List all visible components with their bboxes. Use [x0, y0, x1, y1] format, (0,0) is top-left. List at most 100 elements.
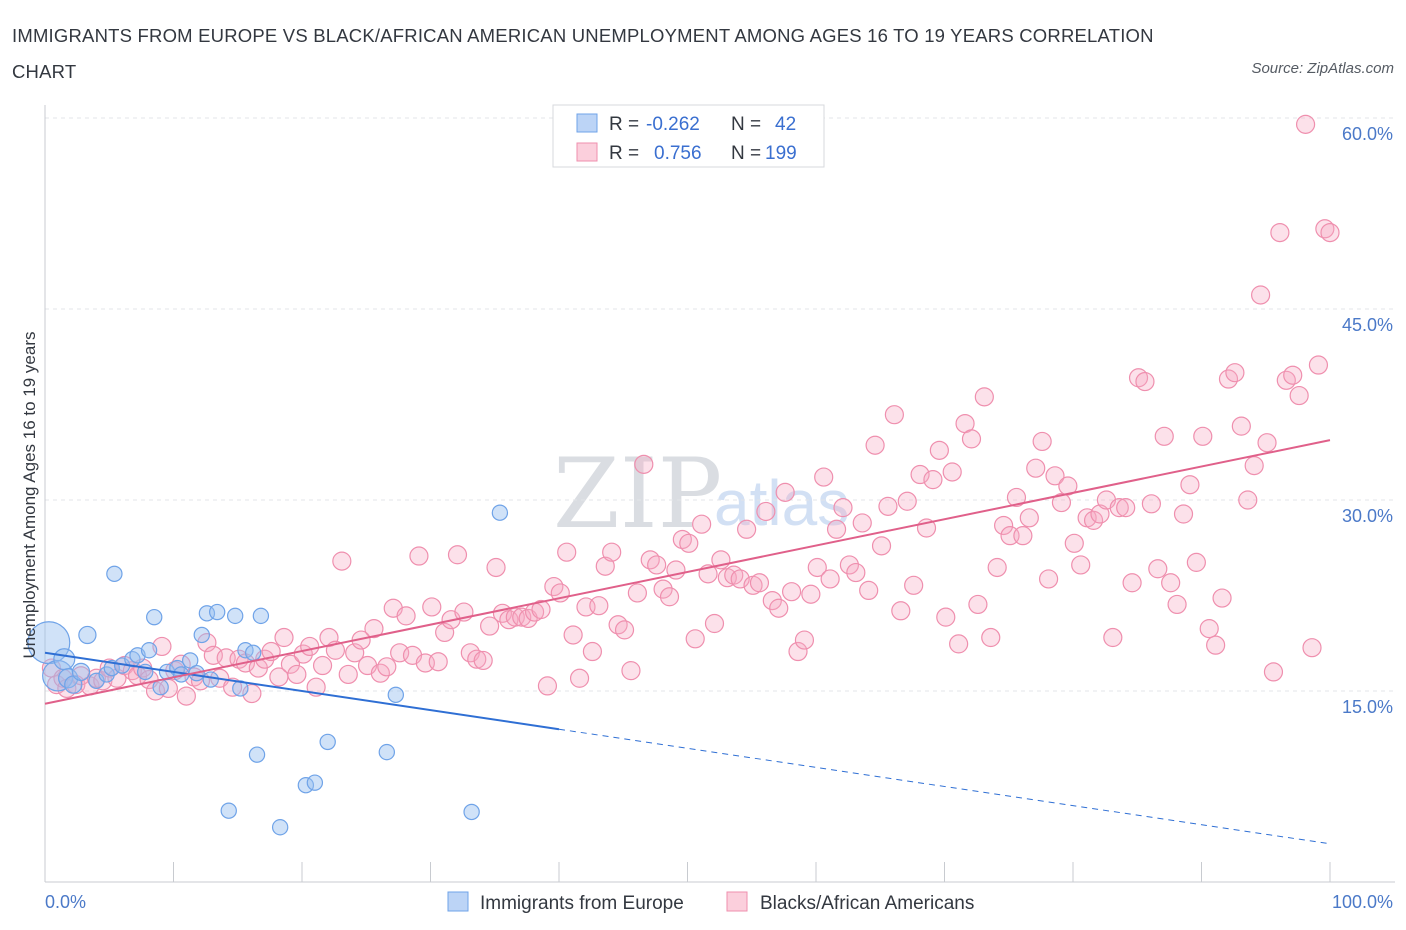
point-europe-31: [244, 644, 262, 662]
point-black-148: [994, 515, 1014, 536]
chart-title: IMMIGRANTS FROM EUROPE VS BLACK/AFRICAN …: [12, 25, 1154, 82]
point-black-157: [1051, 492, 1072, 513]
point-black-111: [756, 501, 776, 522]
point-black-128: [865, 435, 885, 455]
trend-europe-dashed: [558, 728, 1331, 845]
point-black-127: [859, 580, 879, 601]
point-black-135: [910, 464, 930, 485]
point-black-172: [1148, 559, 1168, 579]
point-black-17: [152, 636, 172, 657]
point-black-120: [814, 467, 834, 487]
point-europe-35: [297, 777, 315, 794]
point-black-115: [781, 582, 802, 602]
point-black-108: [737, 519, 757, 539]
point-black-118: [801, 584, 821, 604]
point-black-57: [409, 546, 429, 566]
point-black-113: [769, 598, 789, 618]
point-black-66: [467, 649, 487, 669]
point-europe-26: [208, 603, 226, 621]
point-black-69: [486, 557, 506, 578]
x-tick-label-1: 100.0%: [1332, 892, 1393, 912]
point-black-81: [563, 625, 583, 645]
legend-n-label-1: N =: [731, 114, 761, 135]
point-black-140: [942, 462, 962, 482]
point-black-67: [473, 650, 493, 671]
point-black-153: [1026, 458, 1046, 478]
point-black-144: [968, 594, 988, 615]
bottom-legend-swatch-blue: [447, 891, 469, 912]
tick-labels: 15.0% 30.0% 45.0% 60.0% 0.0% 100.0%: [45, 124, 1393, 912]
point-europe-6: [78, 625, 97, 645]
point-black-100: [685, 629, 705, 649]
legend-r-label-1: R =: [609, 114, 639, 135]
point-black-171: [1141, 494, 1161, 514]
point-europe-39: [387, 686, 405, 704]
point-black-181: [1206, 635, 1226, 655]
point-black-191: [1270, 223, 1290, 243]
point-black-101: [692, 514, 712, 534]
point-europe-36: [306, 774, 324, 791]
point-black-151: [1013, 526, 1033, 546]
point-black-137: [923, 470, 943, 490]
point-black-86: [595, 556, 615, 576]
point-black-95: [653, 579, 673, 599]
point-black-46: [338, 664, 358, 685]
point-black-178: [1186, 552, 1206, 572]
point-black-138: [929, 440, 949, 460]
point-black-194: [1289, 385, 1309, 406]
legend-n-label-2: N =: [731, 143, 761, 164]
point-black-40: [300, 636, 320, 657]
point-black-134: [904, 575, 924, 595]
point-black-84: [582, 641, 603, 662]
point-black-177: [1180, 475, 1200, 495]
point-black-168: [1122, 573, 1142, 593]
point-black-85: [589, 596, 609, 616]
point-black-42: [312, 655, 333, 676]
legend-box: [552, 104, 825, 168]
legend-swatch-blue: [576, 113, 598, 133]
point-europe-28: [226, 607, 244, 625]
point-black-188: [1251, 285, 1271, 305]
legend-n-value-1: 42: [775, 114, 796, 135]
point-black-160: [1071, 555, 1091, 575]
watermark-atlas: atlas: [714, 467, 849, 539]
point-black-129: [871, 536, 892, 556]
point-black-186: [1238, 490, 1258, 510]
point-black-173: [1154, 426, 1174, 446]
point-black-167: [1116, 498, 1136, 518]
trend-lines: [44, 439, 1331, 845]
point-black-88: [608, 615, 628, 635]
point-europe-41: [491, 504, 509, 521]
point-black-77: [537, 676, 558, 696]
point-black-123: [833, 498, 853, 518]
point-black-182: [1212, 588, 1232, 608]
point-europe-23: [193, 626, 210, 644]
point-black-52: [377, 657, 397, 677]
point-black-37: [280, 654, 301, 674]
y-tick-label-3: 60.0%: [1342, 124, 1393, 144]
point-black-124: [839, 555, 860, 575]
point-black-146: [981, 627, 1001, 648]
point-black-92: [634, 454, 654, 474]
point-black-185: [1231, 416, 1251, 436]
point-black-158: [1058, 476, 1078, 496]
point-black-68: [480, 616, 500, 636]
point-black-63: [447, 545, 468, 565]
point-black-89: [614, 620, 635, 640]
trend-europe-solid: [44, 651, 560, 731]
y-tick-label-1: 30.0%: [1342, 506, 1393, 526]
point-black-154: [1032, 431, 1052, 452]
point-black-130: [878, 496, 898, 516]
point-black-131: [884, 405, 904, 425]
y-tick-label-2: 45.0%: [1342, 315, 1393, 335]
point-black-121: [820, 569, 840, 589]
point-black-90: [621, 661, 641, 681]
point-black-110: [749, 573, 770, 593]
point-black-59: [422, 597, 442, 617]
axes: [44, 105, 1395, 883]
point-black-117: [794, 630, 815, 650]
point-black-122: [826, 519, 847, 539]
point-black-116: [788, 641, 808, 662]
point-black-165: [1103, 627, 1123, 648]
point-europe-16: [146, 608, 163, 626]
